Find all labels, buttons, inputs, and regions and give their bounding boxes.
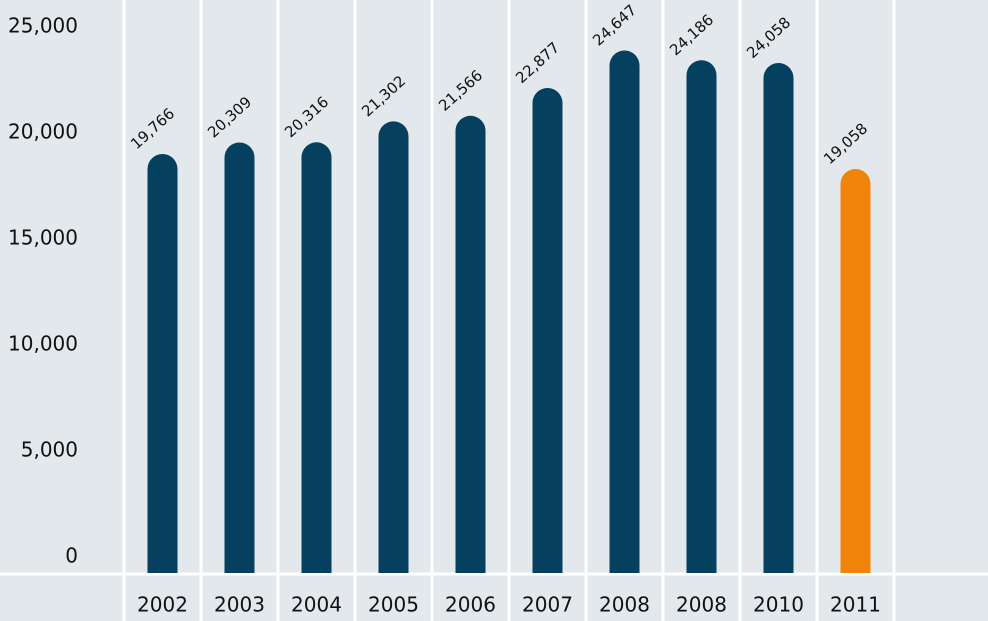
x-tick-label: 2003 bbox=[214, 593, 265, 617]
x-tick-label: 2010 bbox=[753, 593, 804, 617]
bar bbox=[301, 142, 332, 574]
y-tick-label: 20,000 bbox=[8, 120, 78, 144]
x-tick-label: 2011 bbox=[830, 593, 881, 617]
bar bbox=[763, 62, 794, 573]
y-tick-label: 0 bbox=[65, 544, 78, 568]
bar bbox=[686, 60, 717, 574]
y-tick-label: 15,000 bbox=[8, 226, 78, 250]
x-tick-label: 2007 bbox=[522, 593, 573, 617]
bar bbox=[609, 50, 640, 574]
y-tick-label: 25,000 bbox=[8, 14, 78, 38]
x-tick-label: 2008 bbox=[676, 593, 727, 617]
x-tick-label: 2002 bbox=[137, 593, 188, 617]
y-tick-label: 5,000 bbox=[21, 438, 78, 462]
x-tick-label: 2006 bbox=[445, 593, 496, 617]
bar bbox=[532, 88, 563, 574]
x-tick-label: 2008 bbox=[599, 593, 650, 617]
bar bbox=[840, 168, 871, 574]
bar bbox=[378, 121, 409, 573]
bar bbox=[455, 115, 486, 573]
bar bbox=[147, 153, 178, 573]
x-tick-label: 2004 bbox=[291, 593, 342, 617]
bar bbox=[224, 142, 255, 573]
x-tick-label: 2005 bbox=[368, 593, 419, 617]
y-tick-label: 10,000 bbox=[8, 332, 78, 356]
